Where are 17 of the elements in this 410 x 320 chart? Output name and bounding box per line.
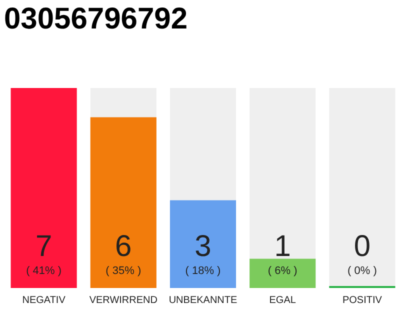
bar [250,258,316,288]
data-label: ( 6% ) [268,265,298,277]
data-label: ( 41% ) [26,265,62,277]
x-tick-label: UNBEKANNTE [168,294,238,306]
x-tick-label: NEGATIV [22,294,66,306]
annotation: 6 [115,230,132,263]
x-tick-label: VERWIRREND [89,294,158,306]
annotation: 7 [35,230,52,263]
data-label: ( 18% ) [185,265,221,277]
annotation: 1 [274,230,291,263]
data-label: ( 0% ) [348,265,377,277]
annotation: 3 [194,230,212,263]
data-label: ( 35% ) [106,265,142,277]
chart-title: 03056796792 [4,2,188,36]
annotation: 0 [354,230,371,263]
x-tick-label: POSITIV [342,294,382,306]
x-tick-label: EGAL [269,294,296,306]
